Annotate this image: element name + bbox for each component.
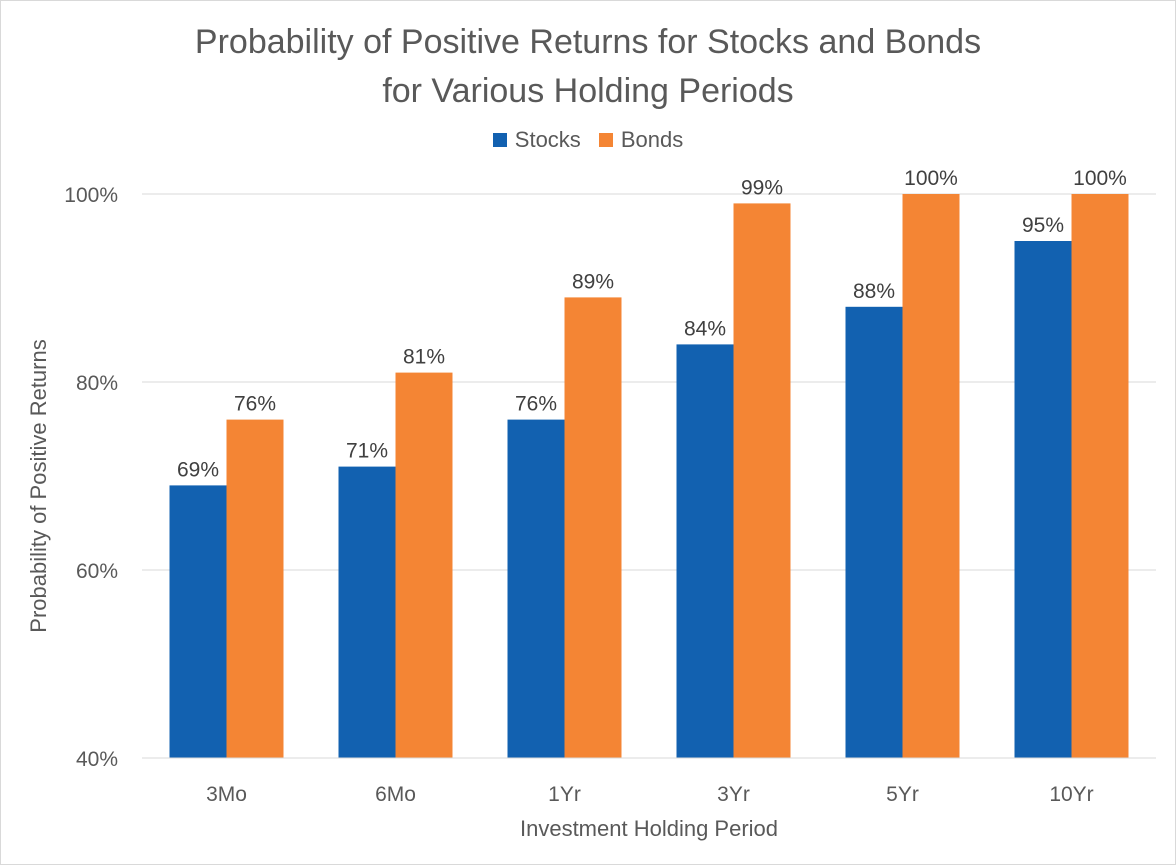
data-label-bonds-5yr: 100% bbox=[904, 167, 958, 190]
legend-label-stocks: Stocks bbox=[514, 127, 581, 152]
bar-stocks-3mo bbox=[169, 485, 227, 758]
y-tick-label-60: 60% bbox=[76, 560, 118, 583]
x-tick-label-3yr: 3Yr bbox=[717, 783, 750, 806]
x-tick-label-6mo: 6Mo bbox=[375, 783, 416, 806]
y-tick-label-40: 40% bbox=[76, 748, 118, 771]
y-tick-label-100: 100% bbox=[64, 184, 118, 207]
x-tick-label-10yr: 10Yr bbox=[1049, 783, 1093, 806]
y-tick-label-80: 80% bbox=[76, 372, 118, 395]
data-label-bonds-10yr: 100% bbox=[1073, 167, 1127, 190]
data-label-bonds-1yr: 89% bbox=[572, 270, 614, 293]
data-label-stocks-3yr: 84% bbox=[684, 317, 726, 340]
x-tick-label-1yr: 1Yr bbox=[548, 783, 581, 806]
chart-title: Probability of Positive Returns for Stoc… bbox=[0, 18, 1176, 116]
bar-bonds-5yr bbox=[902, 194, 960, 758]
x-tick-label-5yr: 5Yr bbox=[886, 783, 919, 806]
data-label-stocks-3mo: 69% bbox=[177, 458, 219, 481]
data-label-stocks-10yr: 95% bbox=[1022, 214, 1064, 237]
chart-legend: Stocks Bonds bbox=[0, 127, 1176, 153]
data-label-bonds-3yr: 99% bbox=[741, 176, 783, 199]
data-label-bonds-6mo: 81% bbox=[403, 346, 445, 369]
x-tick-label-3mo: 3Mo bbox=[206, 783, 247, 806]
bar-bonds-1yr bbox=[564, 297, 622, 758]
bar-stocks-3yr bbox=[676, 344, 734, 758]
legend-item-bonds: Bonds bbox=[598, 127, 684, 153]
data-label-stocks-1yr: 76% bbox=[515, 393, 557, 416]
bar-stocks-6mo bbox=[338, 466, 396, 758]
bar-bonds-6mo bbox=[395, 372, 453, 758]
chart-title-line-1: Probability of Positive Returns for Stoc… bbox=[194, 23, 982, 61]
bar-stocks-5yr bbox=[845, 306, 903, 758]
data-label-stocks-6mo: 71% bbox=[346, 440, 388, 463]
x-axis-title: Investment Holding Period bbox=[520, 816, 778, 841]
bar-stocks-1yr bbox=[507, 419, 565, 758]
legend-swatch-stocks bbox=[492, 133, 507, 147]
legend-item-stocks: Stocks bbox=[492, 127, 581, 153]
data-label-stocks-5yr: 88% bbox=[853, 280, 895, 303]
y-axis-title: Probability of Positive Returns bbox=[26, 339, 51, 632]
bar-stocks-10yr bbox=[1014, 241, 1072, 758]
chart-title-line-2: for Various Holding Periods bbox=[382, 72, 794, 110]
data-label-bonds-3mo: 76% bbox=[234, 393, 276, 416]
bar-bonds-3mo bbox=[226, 419, 284, 758]
legend-swatch-bonds bbox=[598, 133, 613, 147]
legend-label-bonds: Bonds bbox=[620, 127, 684, 152]
bar-bonds-10yr bbox=[1071, 194, 1129, 758]
bar-bonds-3yr bbox=[733, 203, 791, 758]
